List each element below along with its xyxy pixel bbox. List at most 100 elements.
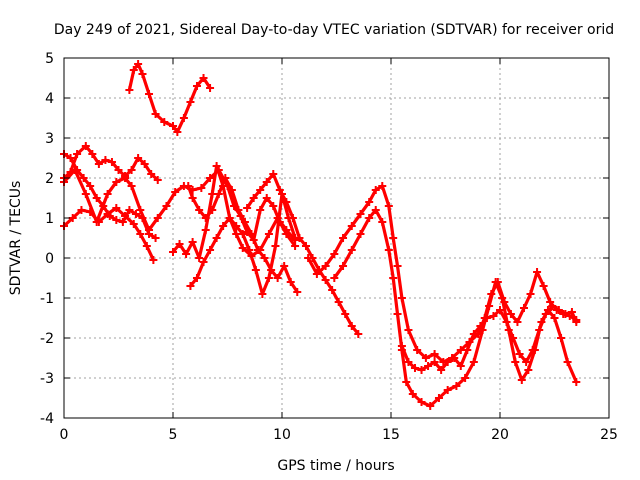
data-point-marker: [567, 308, 576, 316]
data-point-marker: [463, 346, 472, 354]
x-tick-label: 5: [169, 427, 178, 443]
data-point-marker: [70, 166, 79, 174]
data-point-marker: [443, 386, 452, 394]
data-point-marker: [162, 202, 171, 210]
data-point-marker: [485, 302, 494, 310]
data-point-marker: [563, 358, 572, 366]
y-tick-label: -3: [40, 371, 54, 387]
data-point-marker: [554, 306, 563, 314]
data-point-marker: [572, 378, 581, 386]
data-point-marker: [151, 110, 160, 118]
data-point-marker: [118, 218, 127, 226]
series-track-7: [184, 174, 302, 296]
data-point-marker: [365, 198, 374, 206]
data-point-marker: [533, 268, 542, 276]
data-point-marker: [256, 206, 265, 214]
data-point-marker: [77, 206, 86, 214]
data-point-marker: [389, 234, 398, 242]
data-point-marker: [88, 150, 97, 158]
data-point-marker: [134, 60, 143, 68]
series-track-9: [243, 170, 363, 338]
data-point-marker: [413, 346, 422, 354]
y-tick-label: 0: [45, 251, 54, 267]
data-point-marker: [127, 182, 136, 190]
data-point-marker: [127, 166, 136, 174]
data-point-marker: [328, 286, 337, 294]
data-point-marker: [397, 294, 406, 302]
data-point-marker: [515, 350, 524, 358]
y-tick-label: -2: [40, 331, 54, 347]
data-point-marker: [321, 262, 330, 270]
data-point-marker: [92, 218, 101, 226]
y-tick-label: -1: [40, 291, 54, 307]
data-point-marker: [347, 322, 356, 330]
series-track-11: [330, 206, 581, 410]
data-point-marker: [347, 246, 356, 254]
data-point-marker: [149, 256, 158, 264]
data-point-marker: [421, 354, 430, 362]
data-point-marker: [169, 122, 177, 130]
data-point-marker: [519, 304, 528, 312]
axis-ticks: [63, 57, 610, 419]
data-point-marker: [142, 242, 151, 250]
data-point-marker: [282, 226, 291, 234]
data-point-marker: [169, 248, 177, 256]
data-point-marker: [426, 402, 435, 410]
data-point-marker: [125, 86, 134, 94]
data-point-marker: [238, 230, 247, 238]
data-point-marker: [469, 358, 478, 366]
data-point-marker: [339, 262, 348, 270]
data-point-marker: [212, 162, 221, 170]
data-point-marker: [513, 318, 522, 326]
data-point-marker: [92, 194, 101, 202]
data-point-marker: [199, 258, 208, 266]
data-point-marker: [371, 206, 380, 214]
data-point-marker: [136, 206, 145, 214]
data-point-marker: [456, 362, 465, 370]
data-point-marker: [103, 210, 112, 218]
data-point-marker: [393, 310, 402, 318]
data-point-marker: [264, 230, 273, 238]
data-point-marker: [182, 250, 191, 258]
data-point-marker: [186, 282, 195, 290]
data-point-marker: [371, 186, 380, 194]
data-point-marker: [249, 194, 258, 202]
data-point-marker: [424, 362, 433, 370]
data-point-marker: [121, 174, 130, 182]
series-line: [171, 164, 297, 260]
series-track-12: [397, 302, 581, 374]
y-tick-label: 5: [45, 51, 54, 67]
data-point-marker: [225, 214, 234, 222]
x-tick-label: 25: [600, 427, 618, 443]
data-point-marker: [86, 182, 95, 190]
data-point-marker: [528, 346, 537, 354]
data-point-marker: [526, 290, 535, 298]
data-point-marker: [378, 218, 387, 226]
series-line: [62, 206, 155, 262]
x-tick-labels: 0 5 10 15 20 25: [60, 427, 618, 443]
data-point-marker: [206, 174, 215, 182]
series-line: [245, 172, 360, 336]
data-point-marker: [572, 318, 581, 326]
data-point-marker: [482, 314, 491, 322]
data-point-marker: [384, 246, 393, 254]
data-point-marker: [256, 186, 265, 194]
data-point-marker: [138, 70, 147, 78]
data-point-marker: [312, 270, 321, 278]
data-point-marker: [131, 210, 140, 218]
data-point-marker: [153, 176, 162, 184]
data-point-marker: [417, 366, 426, 374]
y-tick-label: 2: [45, 171, 54, 187]
data-point-marker: [171, 188, 180, 196]
y-tick-label: 4: [45, 91, 54, 107]
data-point-marker: [81, 142, 90, 150]
data-point-marker: [271, 242, 280, 250]
data-point-marker: [214, 190, 223, 198]
data-point-marker: [260, 254, 269, 262]
data-point-marker: [201, 226, 210, 234]
plot-frame: [63, 57, 610, 419]
data-point-marker: [134, 154, 143, 162]
data-point-marker: [341, 310, 350, 318]
data-point-marker: [195, 206, 204, 214]
